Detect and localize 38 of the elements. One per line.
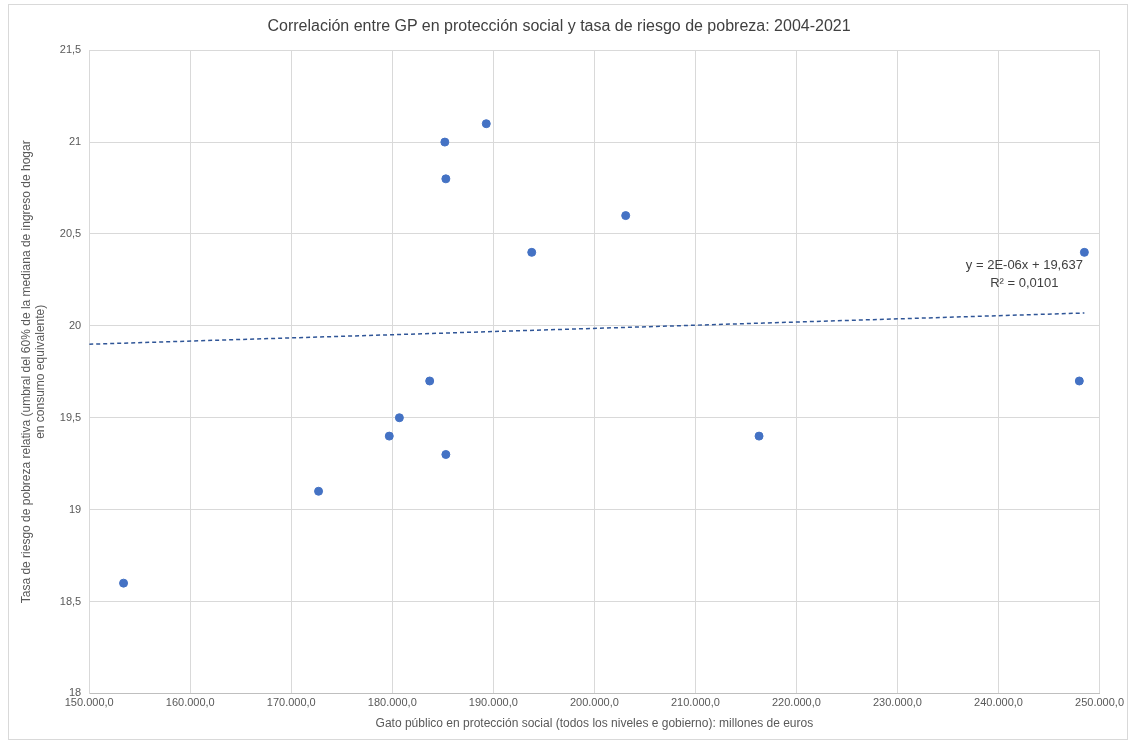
point <box>527 247 537 257</box>
point <box>1074 376 1084 386</box>
x-tick-label: 180.000,0 <box>367 696 417 709</box>
x-tick-label: 190.000,0 <box>468 696 518 709</box>
x-tick-label: 200.000,0 <box>569 696 619 709</box>
y-tick-label: 21 <box>68 135 82 148</box>
y-axis-title: Tasa de riesgo de pobreza relativa (umbral del 60% de la mediana de ingreso de hogar en consumo equivalente) <box>18 140 47 604</box>
annotation: y = 2E-06x + 19,637 <box>965 256 1083 272</box>
point <box>441 174 451 184</box>
x-tick-label: 210.000,0 <box>670 696 720 709</box>
x-tick-label: 240.000,0 <box>974 696 1023 709</box>
y-tick-label: 19 <box>68 502 82 515</box>
y-tick-label: 21,5 <box>59 43 82 56</box>
point <box>425 376 435 386</box>
point <box>481 119 491 129</box>
y-tick-label: 18 <box>68 686 82 699</box>
x-axis-title: Gato público en protección social (todos los niveles e gobierno): millones de euros <box>375 716 814 731</box>
point <box>394 413 404 423</box>
x-tick-label: 160.000,0 <box>165 696 215 709</box>
point <box>314 486 324 496</box>
y-tick-label: 19,5 <box>59 410 82 423</box>
point <box>441 450 451 459</box>
y-tick-label: 18,5 <box>59 594 82 607</box>
point <box>384 431 394 441</box>
x-tick-label: 230.000,0 <box>873 696 922 709</box>
point <box>754 431 764 441</box>
x-tick-label: 250.000,0 <box>1075 696 1124 709</box>
point <box>440 137 450 147</box>
x-tick-label: 220.000,0 <box>771 696 821 709</box>
x-tick-label: 170.000,0 <box>266 696 316 709</box>
point <box>1079 247 1089 257</box>
annotation: R² = 0,0101 <box>990 274 1059 290</box>
x-tick-label: 150.000,0 <box>64 696 114 709</box>
point <box>119 578 129 588</box>
y-tick-label: 20 <box>68 318 82 331</box>
point <box>621 211 631 221</box>
chart-title: Correlación entre GP en protección social y tasa de riesgo de pobreza: 2004-2021 <box>267 17 851 35</box>
y-tick-label: 20,5 <box>59 227 82 239</box>
